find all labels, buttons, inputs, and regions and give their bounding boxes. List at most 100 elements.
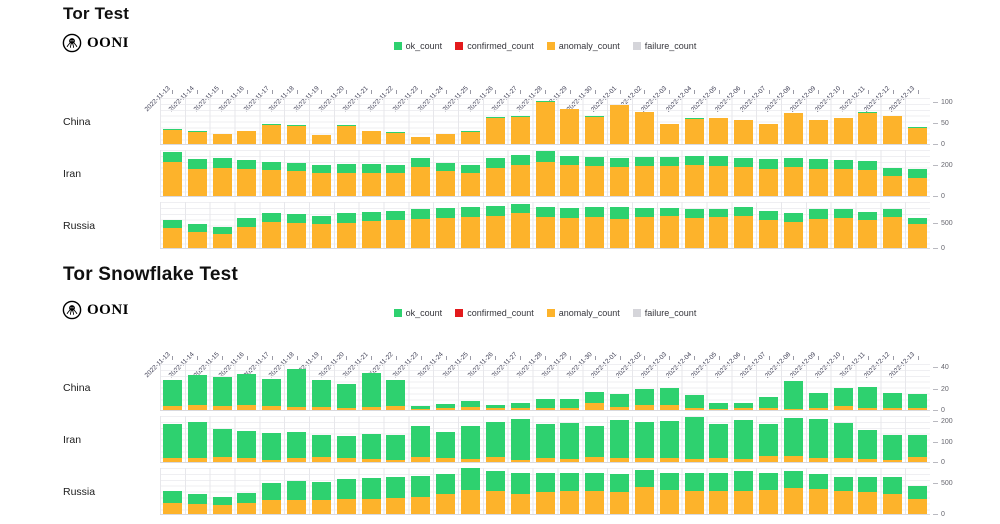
stacked-bar[interactable] <box>460 468 480 514</box>
stacked-bar[interactable] <box>560 473 580 514</box>
stacked-bar[interactable] <box>311 135 331 144</box>
stacked-bar[interactable] <box>585 472 605 514</box>
stacked-bar[interactable] <box>237 373 257 410</box>
stacked-bar[interactable] <box>311 481 331 514</box>
stacked-bar[interactable] <box>237 493 257 514</box>
stacked-bar[interactable] <box>709 156 729 196</box>
stacked-bar[interactable] <box>212 227 232 248</box>
stacked-bar[interactable] <box>311 216 331 248</box>
stacked-bar[interactable] <box>833 209 853 248</box>
stacked-bar[interactable] <box>734 119 754 144</box>
stacked-bar[interactable] <box>162 380 182 410</box>
stacked-bar[interactable] <box>734 402 754 410</box>
stacked-bar[interactable] <box>709 402 729 410</box>
stacked-bar[interactable] <box>634 111 654 144</box>
stacked-bar[interactable] <box>361 130 381 144</box>
stacked-bar[interactable] <box>237 130 257 144</box>
stacked-bar[interactable] <box>783 213 803 248</box>
stacked-bar[interactable] <box>709 424 729 462</box>
stacked-bar[interactable] <box>361 372 381 410</box>
stacked-bar[interactable] <box>709 117 729 144</box>
stacked-bar[interactable] <box>610 474 630 514</box>
stacked-bar[interactable] <box>883 476 903 514</box>
stacked-bar[interactable] <box>336 213 356 248</box>
stacked-bar[interactable] <box>411 475 431 514</box>
stacked-bar[interactable] <box>560 423 580 462</box>
stacked-bar[interactable] <box>187 224 207 248</box>
stacked-bar[interactable] <box>585 426 605 462</box>
stacked-bar[interactable] <box>336 435 356 462</box>
stacked-bar[interactable] <box>287 163 307 196</box>
stacked-bar[interactable] <box>311 165 331 196</box>
stacked-bar[interactable] <box>808 119 828 144</box>
stacked-bar[interactable] <box>411 405 431 410</box>
stacked-bar[interactable] <box>237 218 257 248</box>
stacked-bar[interactable] <box>560 108 580 144</box>
stacked-bar[interactable] <box>510 402 530 410</box>
stacked-bar[interactable] <box>783 157 803 196</box>
stacked-bar[interactable] <box>361 211 381 248</box>
stacked-bar[interactable] <box>262 483 282 514</box>
stacked-bar[interactable] <box>684 118 704 144</box>
stacked-bar[interactable] <box>336 125 356 144</box>
stacked-bar[interactable] <box>783 470 803 514</box>
stacked-bar[interactable] <box>386 210 406 248</box>
stacked-bar[interactable] <box>237 431 257 462</box>
stacked-bar[interactable] <box>361 163 381 196</box>
legend-item-confirmed_count[interactable]: confirmed_count <box>455 41 534 51</box>
legend-item-ok_count[interactable]: ok_count <box>393 41 442 51</box>
stacked-bar[interactable] <box>883 392 903 410</box>
stacked-bar[interactable] <box>783 112 803 144</box>
stacked-bar[interactable] <box>212 497 232 514</box>
stacked-bar[interactable] <box>610 157 630 196</box>
stacked-bar[interactable] <box>212 158 232 196</box>
stacked-bar[interactable] <box>759 397 779 410</box>
stacked-bar[interactable] <box>634 208 654 248</box>
stacked-bar[interactable] <box>510 203 530 248</box>
stacked-bar[interactable] <box>510 154 530 196</box>
stacked-bar[interactable] <box>510 473 530 514</box>
stacked-bar[interactable] <box>659 472 679 514</box>
stacked-bar[interactable] <box>485 206 505 248</box>
stacked-bar[interactable] <box>808 392 828 410</box>
stacked-bar[interactable] <box>734 207 754 248</box>
stacked-bar[interactable] <box>287 481 307 514</box>
stacked-bar[interactable] <box>436 133 456 144</box>
stacked-bar[interactable] <box>634 469 654 514</box>
stacked-bar[interactable] <box>287 124 307 144</box>
stacked-bar[interactable] <box>759 473 779 514</box>
stacked-bar[interactable] <box>808 209 828 248</box>
stacked-bar[interactable] <box>535 473 555 514</box>
stacked-bar[interactable] <box>361 477 381 514</box>
stacked-bar[interactable] <box>908 127 928 144</box>
legend-item-anomaly_count[interactable]: anomaly_count <box>546 308 620 318</box>
stacked-bar[interactable] <box>585 116 605 144</box>
stacked-bar[interactable] <box>684 417 704 462</box>
stacked-bar[interactable] <box>386 380 406 410</box>
stacked-bar[interactable] <box>187 422 207 462</box>
stacked-bar[interactable] <box>610 420 630 462</box>
stacked-bar[interactable] <box>833 387 853 410</box>
stacked-bar[interactable] <box>759 211 779 248</box>
stacked-bar[interactable] <box>684 472 704 514</box>
stacked-bar[interactable] <box>759 424 779 462</box>
stacked-bar[interactable] <box>908 486 928 514</box>
stacked-bar[interactable] <box>808 158 828 196</box>
stacked-bar[interactable] <box>212 429 232 462</box>
stacked-bar[interactable] <box>908 435 928 462</box>
stacked-bar[interactable] <box>833 423 853 462</box>
stacked-bar[interactable] <box>162 490 182 514</box>
stacked-bar[interactable] <box>436 403 456 410</box>
stacked-bar[interactable] <box>783 418 803 462</box>
stacked-bar[interactable] <box>585 156 605 196</box>
stacked-bar[interactable] <box>311 380 331 410</box>
stacked-bar[interactable] <box>287 369 307 410</box>
stacked-bar[interactable] <box>585 207 605 248</box>
stacked-bar[interactable] <box>709 472 729 514</box>
stacked-bar[interactable] <box>411 136 431 144</box>
stacked-bar[interactable] <box>361 433 381 462</box>
stacked-bar[interactable] <box>759 158 779 196</box>
stacked-bar[interactable] <box>386 132 406 144</box>
stacked-bar[interactable] <box>908 169 928 196</box>
stacked-bar[interactable] <box>883 115 903 144</box>
